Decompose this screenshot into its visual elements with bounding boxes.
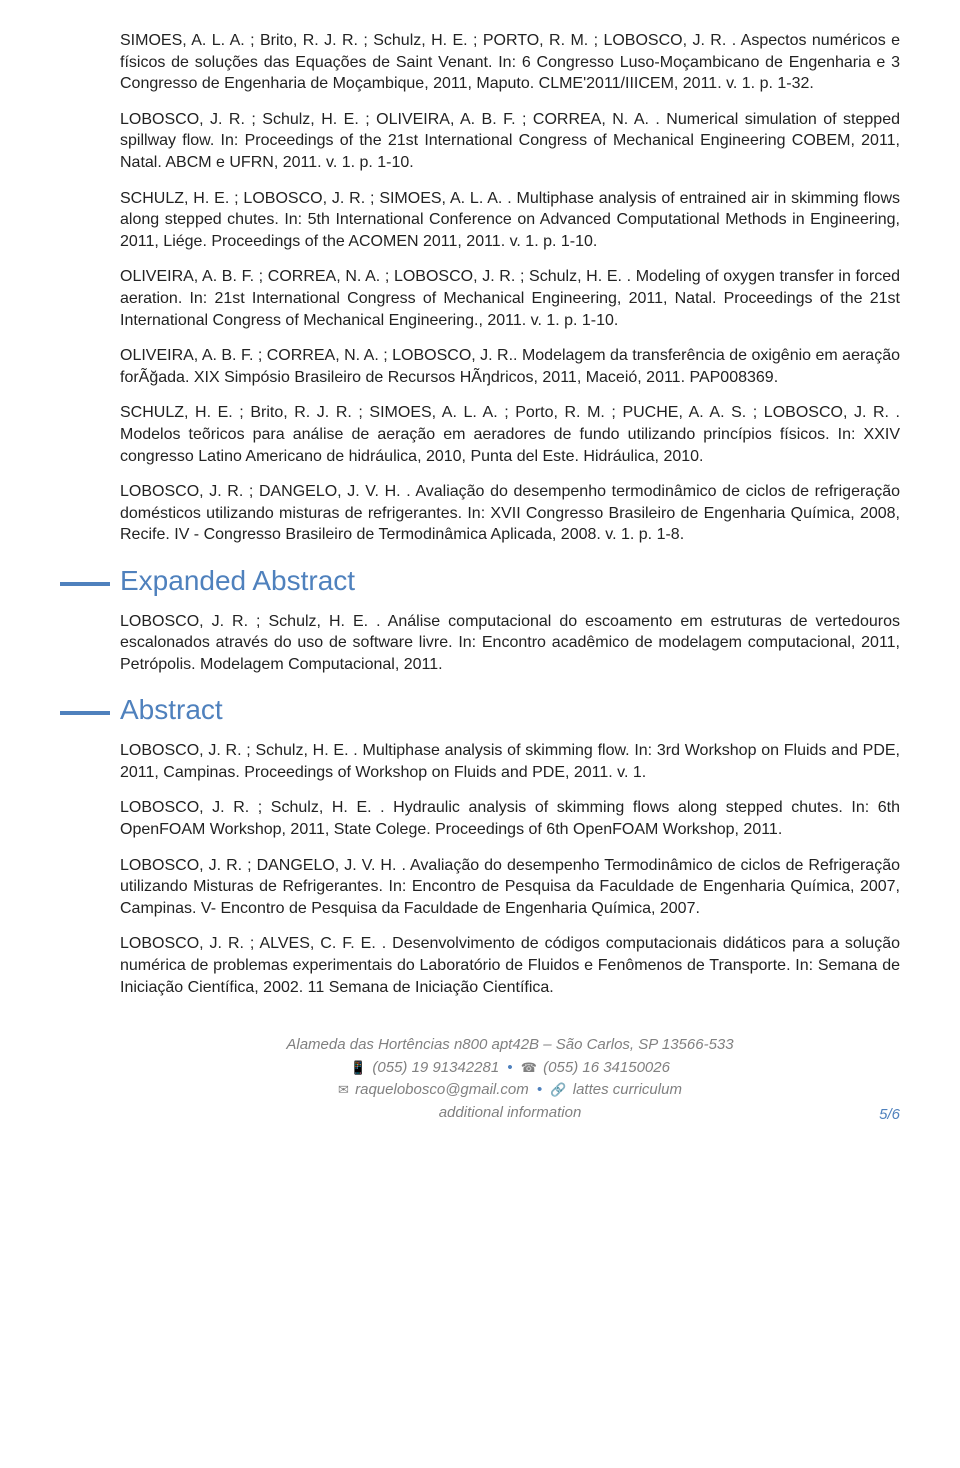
footer-mobile: (055) 19 91342281 — [372, 1059, 499, 1076]
publication-entry: LOBOSCO, J. R. ; DANGELO, J. V. H. . Ava… — [120, 481, 900, 546]
publication-entry: LOBOSCO, J. R. ; Schulz, H. E. . Hydraul… — [120, 797, 900, 840]
publication-list-2: LOBOSCO, J. R. ; Schulz, H. E. . Análise… — [120, 611, 900, 676]
publication-entry: SCHULZ, H. E. ; Brito, R. J. R. ; SIMOES… — [120, 402, 900, 467]
phone-icon: ☎ — [521, 1058, 539, 1078]
footer-address: Alameda das Hortências n800 apt42B – São… — [120, 1034, 900, 1057]
mobile-icon: 📱 — [350, 1058, 368, 1078]
publication-list-3: LOBOSCO, J. R. ; Schulz, H. E. . Multiph… — [120, 740, 900, 998]
footer-phone: (055) 16 34150026 — [543, 1059, 670, 1076]
section-bar — [60, 711, 110, 715]
publication-entry: LOBOSCO, J. R. ; Schulz, H. E. . Multiph… — [120, 740, 900, 783]
section-title: Abstract — [120, 695, 900, 726]
publication-entry: LOBOSCO, J. R. ; Schulz, H. E. . Análise… — [120, 611, 900, 676]
mail-icon: ✉ — [338, 1080, 351, 1100]
section-expanded-abstract: Expanded Abstract — [120, 566, 900, 597]
publication-entry: OLIVEIRA, A. B. F. ; CORREA, N. A. ; LOB… — [120, 345, 900, 388]
publication-entry: SCHULZ, H. E. ; LOBOSCO, J. R. ; SIMOES,… — [120, 188, 900, 253]
footer-email[interactable]: raquelobosco@gmail.com — [355, 1081, 529, 1098]
publication-entry: LOBOSCO, J. R. ; ALVES, C. F. E. . Desen… — [120, 933, 900, 998]
link-icon: 🔗 — [550, 1080, 568, 1100]
publication-entry: SIMOES, A. L. A. ; Brito, R. J. R. ; Sch… — [120, 30, 900, 95]
publication-entry: LOBOSCO, J. R. ; Schulz, H. E. ; OLIVEIR… — [120, 109, 900, 174]
bullet-icon: • — [533, 1081, 546, 1098]
section-title: Expanded Abstract — [120, 566, 900, 597]
section-bar — [60, 582, 110, 586]
publication-list-1: SIMOES, A. L. A. ; Brito, R. J. R. ; Sch… — [120, 30, 900, 546]
publication-entry: OLIVEIRA, A. B. F. ; CORREA, N. A. ; LOB… — [120, 266, 900, 331]
bullet-icon: • — [503, 1059, 516, 1076]
section-abstract: Abstract — [120, 695, 900, 726]
footer-link[interactable]: lattes curriculum — [573, 1081, 682, 1098]
publication-entry: LOBOSCO, J. R. ; DANGELO, J. V. H. . Ava… — [120, 855, 900, 920]
